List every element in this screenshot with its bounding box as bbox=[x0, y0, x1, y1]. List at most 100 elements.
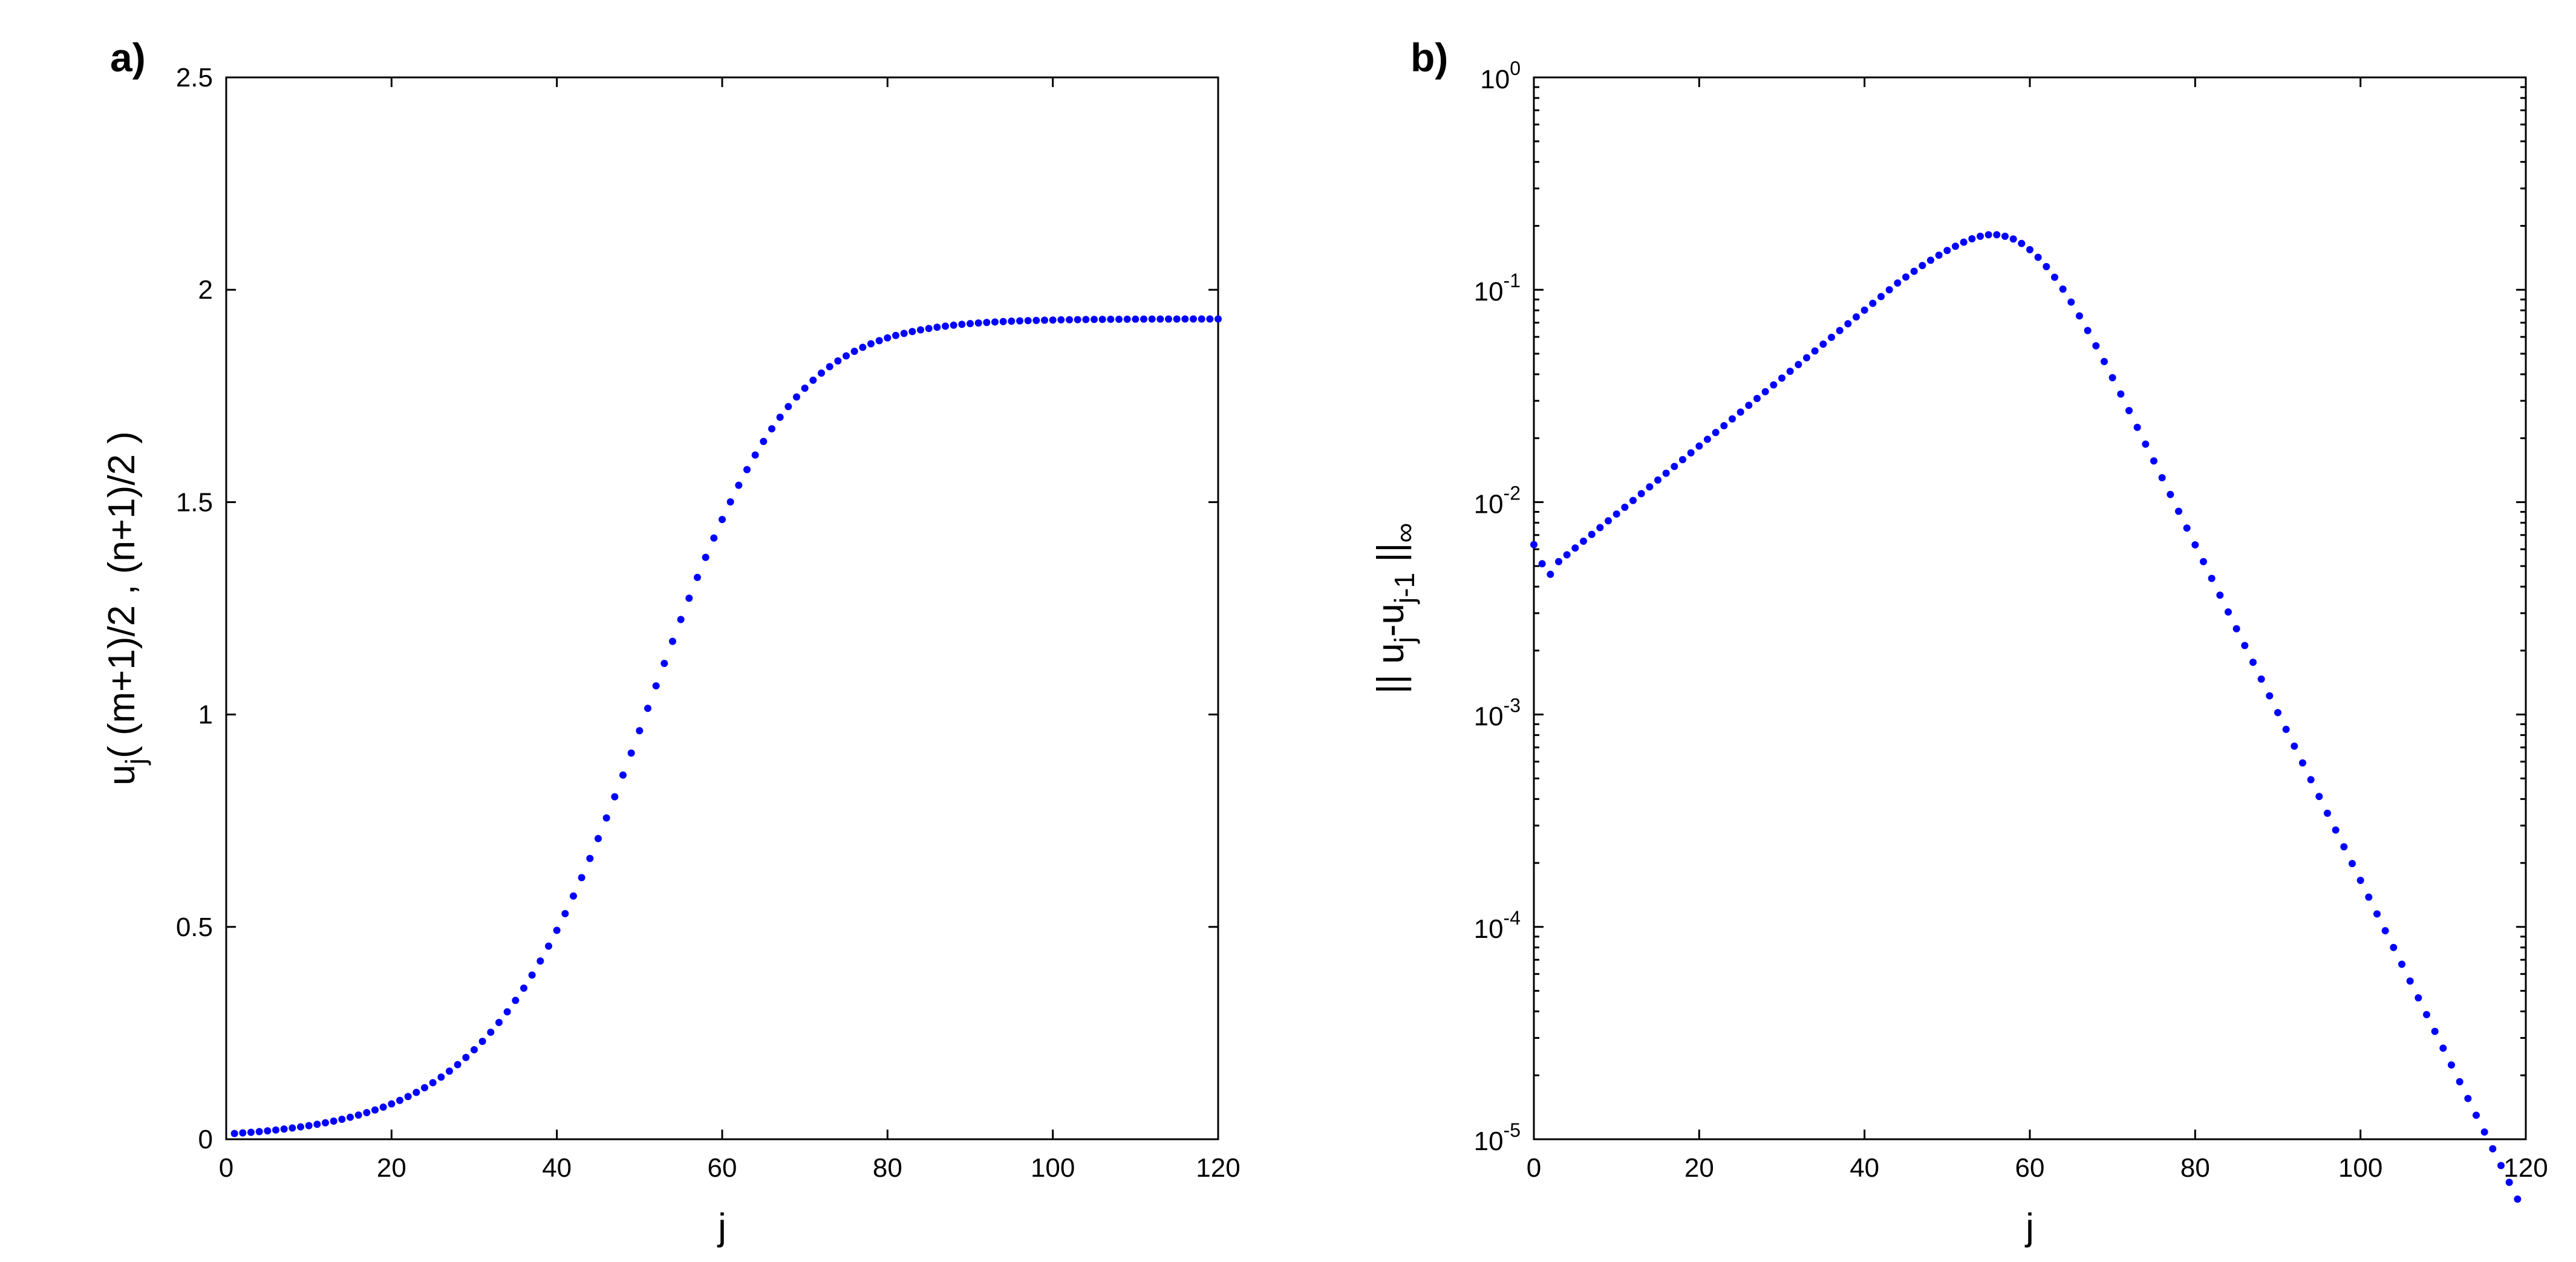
x-axis-label-a: j bbox=[717, 1206, 726, 1248]
y-axis-label-b: || uj-uj-1 ||∞ bbox=[1370, 523, 1420, 694]
data-point-b bbox=[1885, 286, 1893, 294]
data-point-b bbox=[1605, 517, 1612, 525]
data-point-b bbox=[1935, 251, 1943, 259]
y-tick-label-b: 100 bbox=[1480, 57, 1521, 94]
data-point-b bbox=[1563, 551, 1571, 559]
data-point-a bbox=[396, 1096, 403, 1104]
y-tick-label-b: 10-3 bbox=[1474, 695, 1521, 732]
panel-label-a: a) bbox=[110, 35, 146, 80]
data-point-a bbox=[347, 1113, 354, 1121]
data-point-a bbox=[908, 328, 916, 336]
data-point-a bbox=[578, 874, 585, 882]
data-point-a bbox=[239, 1129, 247, 1137]
x-tick-label-b: 80 bbox=[2180, 1153, 2210, 1183]
data-point-a bbox=[503, 1008, 511, 1016]
data-point-a bbox=[289, 1124, 296, 1132]
data-point-a bbox=[1008, 317, 1016, 325]
data-point-a bbox=[412, 1088, 420, 1096]
data-point-b bbox=[2067, 298, 2075, 306]
y-label-b-bars2: || bbox=[1370, 542, 1412, 572]
data-point-a bbox=[595, 834, 602, 842]
data-point-b bbox=[2324, 809, 2331, 817]
data-point-a bbox=[230, 1130, 238, 1137]
data-point-a bbox=[1148, 315, 1156, 323]
data-point-b bbox=[1819, 340, 1827, 348]
data-point-a bbox=[1098, 316, 1106, 324]
data-point-a bbox=[793, 393, 800, 401]
data-point-a bbox=[1132, 315, 1140, 323]
data-point-a bbox=[859, 343, 867, 351]
data-point-a bbox=[487, 1029, 495, 1036]
data-point-b bbox=[1984, 231, 1992, 239]
data-point-a bbox=[1066, 316, 1073, 324]
x-tick-label-a: 20 bbox=[377, 1153, 406, 1183]
data-point-a bbox=[743, 466, 751, 473]
data-point-a bbox=[454, 1061, 461, 1068]
data-point-a bbox=[710, 534, 718, 542]
data-point-b bbox=[2225, 608, 2232, 616]
data-point-a bbox=[660, 660, 668, 668]
data-point-a bbox=[685, 594, 693, 602]
data-point-b bbox=[2101, 357, 2108, 365]
y-label-b-sub2: j-1 bbox=[1389, 573, 1420, 605]
data-point-b bbox=[1919, 262, 1926, 270]
data-point-a bbox=[280, 1125, 288, 1133]
y-tick-label-b: 10-1 bbox=[1474, 270, 1521, 307]
y-tick-label-b: 10-5 bbox=[1474, 1119, 1521, 1156]
ticks-b: 0 20 40 60 80 100 120 10-5 10-4 10-3 10-2 10-1 100 bbox=[1474, 57, 2548, 1183]
data-point-b bbox=[1629, 496, 1637, 504]
data-point-a bbox=[644, 704, 651, 712]
data-point-a bbox=[867, 340, 875, 348]
data-point-b bbox=[1811, 347, 1819, 355]
data-point-b bbox=[2398, 960, 2405, 968]
data-point-a bbox=[942, 322, 949, 330]
data-point-b bbox=[2142, 440, 2150, 448]
data-point-a bbox=[1049, 316, 1057, 324]
data-point-b bbox=[1704, 435, 1711, 443]
data-point-b bbox=[2191, 541, 2199, 548]
data-point-a bbox=[471, 1046, 478, 1054]
data-point-a bbox=[768, 425, 775, 433]
data-point-b bbox=[2431, 1027, 2439, 1035]
y-label-b-mid: -u bbox=[1370, 603, 1412, 637]
y-label-b-sub3: ∞ bbox=[1389, 523, 1420, 543]
y-tick-label-b: 10-4 bbox=[1474, 907, 1521, 944]
y-label-a-rest: ( (m+1)/2 , (n+1)/2 ) bbox=[101, 431, 143, 758]
data-point-b bbox=[2232, 625, 2240, 633]
data-point-b bbox=[1894, 279, 1902, 287]
data-point-b bbox=[2084, 327, 2092, 334]
data-point-a bbox=[570, 892, 577, 900]
data-point-a bbox=[735, 481, 743, 489]
data-point-b bbox=[2381, 927, 2389, 935]
data-point-a bbox=[843, 352, 850, 360]
x-tick-label-a: 0 bbox=[219, 1153, 233, 1183]
data-point-a bbox=[884, 334, 892, 342]
data-point-a bbox=[1074, 316, 1081, 324]
data-point-b bbox=[2423, 1010, 2430, 1018]
data-point-b bbox=[1753, 395, 1761, 403]
data-point-b bbox=[2291, 742, 2298, 750]
data-point-a bbox=[478, 1038, 486, 1046]
data-point-a bbox=[313, 1121, 321, 1128]
data-point-b bbox=[2505, 1179, 2513, 1186]
data-point-b bbox=[1770, 381, 1778, 389]
data-point-b bbox=[2340, 843, 2348, 851]
data-point-a bbox=[917, 326, 924, 334]
data-point-a bbox=[255, 1128, 263, 1136]
data-point-a bbox=[900, 330, 908, 337]
data-point-a bbox=[760, 437, 768, 445]
data-point-b bbox=[1860, 306, 1868, 314]
data-point-a bbox=[826, 363, 833, 371]
data-point-a bbox=[1156, 315, 1164, 323]
data-point-a bbox=[719, 516, 726, 524]
data-point-a bbox=[545, 942, 552, 950]
data-point-a bbox=[875, 337, 883, 345]
data-point-b bbox=[1654, 476, 1661, 484]
plot-frame-a bbox=[225, 76, 1219, 1140]
data-points-b bbox=[1530, 231, 2522, 1203]
data-point-b bbox=[1902, 273, 1909, 281]
data-point-a bbox=[354, 1111, 362, 1119]
data-point-b bbox=[1993, 231, 2001, 239]
